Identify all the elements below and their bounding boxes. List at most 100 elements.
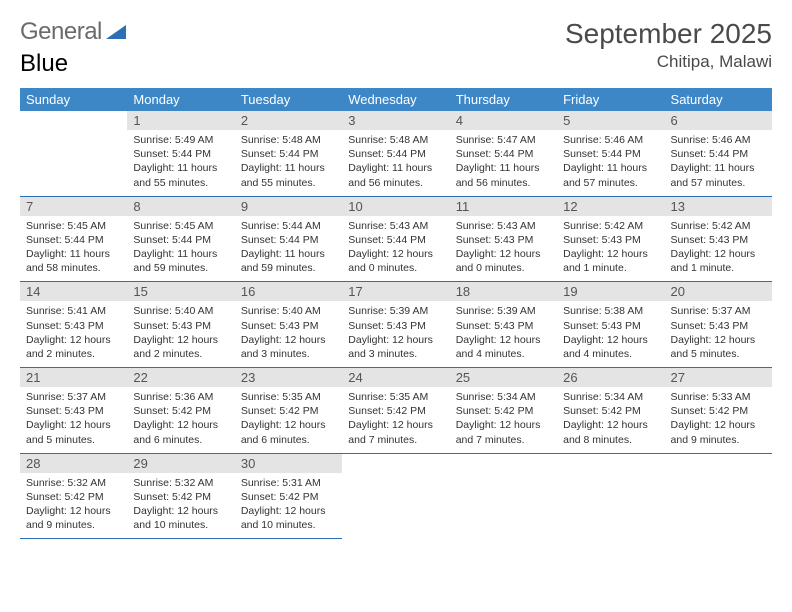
day-number: 22	[127, 368, 234, 387]
day-line: Sunrise: 5:31 AM	[241, 476, 336, 490]
day-line: Daylight: 12 hours	[26, 333, 121, 347]
day-line: and 55 minutes.	[241, 176, 336, 190]
day-line: Daylight: 12 hours	[456, 247, 551, 261]
day-line: Sunset: 5:42 PM	[133, 490, 228, 504]
day-cell	[20, 111, 127, 196]
day-line: Sunset: 5:42 PM	[348, 404, 443, 418]
day-line: Sunset: 5:43 PM	[563, 233, 658, 247]
day-line: Sunrise: 5:34 AM	[563, 390, 658, 404]
day-number-blank	[665, 454, 772, 473]
day-cell: 16Sunrise: 5:40 AMSunset: 5:43 PMDayligh…	[235, 282, 342, 368]
day-line: and 59 minutes.	[241, 261, 336, 275]
day-line: Daylight: 12 hours	[671, 333, 766, 347]
day-cell: 12Sunrise: 5:42 AMSunset: 5:43 PMDayligh…	[557, 196, 664, 282]
day-line: and 6 minutes.	[133, 433, 228, 447]
day-body-blank	[665, 473, 772, 533]
day-cell: 9Sunrise: 5:44 AMSunset: 5:44 PMDaylight…	[235, 196, 342, 282]
day-number: 28	[20, 454, 127, 473]
logo: General	[20, 18, 128, 46]
day-line: Daylight: 12 hours	[241, 504, 336, 518]
day-body: Sunrise: 5:41 AMSunset: 5:43 PMDaylight:…	[20, 301, 127, 367]
day-body: Sunrise: 5:46 AMSunset: 5:44 PMDaylight:…	[665, 130, 772, 196]
day-line: Sunrise: 5:49 AM	[133, 133, 228, 147]
day-number: 19	[557, 282, 664, 301]
day-body: Sunrise: 5:34 AMSunset: 5:42 PMDaylight:…	[450, 387, 557, 453]
day-line: Sunset: 5:44 PM	[348, 147, 443, 161]
logo-sub: Blue	[20, 50, 772, 78]
day-body: Sunrise: 5:47 AMSunset: 5:44 PMDaylight:…	[450, 130, 557, 196]
day-body: Sunrise: 5:40 AMSunset: 5:43 PMDaylight:…	[127, 301, 234, 367]
day-line: and 10 minutes.	[241, 518, 336, 532]
day-line: Sunset: 5:42 PM	[241, 490, 336, 504]
day-line: Daylight: 12 hours	[671, 247, 766, 261]
day-body: Sunrise: 5:37 AMSunset: 5:43 PMDaylight:…	[665, 301, 772, 367]
day-body: Sunrise: 5:45 AMSunset: 5:44 PMDaylight:…	[127, 216, 234, 282]
day-number: 30	[235, 454, 342, 473]
day-line: Sunset: 5:42 PM	[671, 404, 766, 418]
week-row: 1Sunrise: 5:49 AMSunset: 5:44 PMDaylight…	[20, 111, 772, 196]
day-cell: 15Sunrise: 5:40 AMSunset: 5:43 PMDayligh…	[127, 282, 234, 368]
day-body: Sunrise: 5:35 AMSunset: 5:42 PMDaylight:…	[235, 387, 342, 453]
col-thu: Thursday	[450, 88, 557, 111]
day-body: Sunrise: 5:35 AMSunset: 5:42 PMDaylight:…	[342, 387, 449, 453]
day-line: Sunset: 5:43 PM	[348, 319, 443, 333]
day-body: Sunrise: 5:43 AMSunset: 5:43 PMDaylight:…	[450, 216, 557, 282]
day-number: 18	[450, 282, 557, 301]
day-body-blank	[557, 473, 664, 533]
day-cell	[665, 453, 772, 539]
day-number: 13	[665, 197, 772, 216]
day-cell: 27Sunrise: 5:33 AMSunset: 5:42 PMDayligh…	[665, 368, 772, 454]
day-cell	[557, 453, 664, 539]
day-line: Sunset: 5:43 PM	[671, 233, 766, 247]
day-line: and 9 minutes.	[671, 433, 766, 447]
day-body: Sunrise: 5:32 AMSunset: 5:42 PMDaylight:…	[20, 473, 127, 539]
day-line: Sunrise: 5:35 AM	[241, 390, 336, 404]
day-body: Sunrise: 5:38 AMSunset: 5:43 PMDaylight:…	[557, 301, 664, 367]
day-line: Daylight: 12 hours	[133, 504, 228, 518]
day-body: Sunrise: 5:49 AMSunset: 5:44 PMDaylight:…	[127, 130, 234, 196]
day-number: 25	[450, 368, 557, 387]
day-line: Sunrise: 5:39 AM	[456, 304, 551, 318]
day-line: Daylight: 12 hours	[133, 333, 228, 347]
day-line: and 2 minutes.	[26, 347, 121, 361]
day-number: 1	[127, 111, 234, 130]
day-line: Daylight: 11 hours	[456, 161, 551, 175]
week-row: 28Sunrise: 5:32 AMSunset: 5:42 PMDayligh…	[20, 453, 772, 539]
day-number: 9	[235, 197, 342, 216]
day-number-blank	[557, 454, 664, 473]
day-line: Sunset: 5:44 PM	[671, 147, 766, 161]
day-cell: 19Sunrise: 5:38 AMSunset: 5:43 PMDayligh…	[557, 282, 664, 368]
month-title: September 2025	[565, 18, 772, 50]
day-line: and 3 minutes.	[241, 347, 336, 361]
day-line: Sunrise: 5:32 AM	[26, 476, 121, 490]
day-line: Sunset: 5:43 PM	[456, 233, 551, 247]
day-number-blank	[342, 454, 449, 473]
day-line: Sunrise: 5:39 AM	[348, 304, 443, 318]
col-sat: Saturday	[665, 88, 772, 111]
day-line: and 2 minutes.	[133, 347, 228, 361]
logo-text-1: General	[20, 18, 102, 46]
day-body: Sunrise: 5:31 AMSunset: 5:42 PMDaylight:…	[235, 473, 342, 539]
day-number: 7	[20, 197, 127, 216]
day-line: Sunset: 5:43 PM	[671, 319, 766, 333]
day-line: Daylight: 11 hours	[133, 161, 228, 175]
day-cell: 30Sunrise: 5:31 AMSunset: 5:42 PMDayligh…	[235, 453, 342, 539]
day-cell: 5Sunrise: 5:46 AMSunset: 5:44 PMDaylight…	[557, 111, 664, 196]
day-cell	[450, 453, 557, 539]
day-cell: 13Sunrise: 5:42 AMSunset: 5:43 PMDayligh…	[665, 196, 772, 282]
day-line: Sunset: 5:44 PM	[26, 233, 121, 247]
day-cell: 14Sunrise: 5:41 AMSunset: 5:43 PMDayligh…	[20, 282, 127, 368]
day-line: and 6 minutes.	[241, 433, 336, 447]
day-line: Daylight: 12 hours	[456, 333, 551, 347]
day-line: Sunset: 5:43 PM	[456, 319, 551, 333]
day-cell: 2Sunrise: 5:48 AMSunset: 5:44 PMDaylight…	[235, 111, 342, 196]
day-number: 14	[20, 282, 127, 301]
day-line: Sunset: 5:44 PM	[133, 233, 228, 247]
day-number: 11	[450, 197, 557, 216]
day-line: Sunrise: 5:43 AM	[456, 219, 551, 233]
calendar-table: Sunday Monday Tuesday Wednesday Thursday…	[20, 88, 772, 539]
logo-triangle-icon	[106, 18, 126, 46]
day-body: Sunrise: 5:42 AMSunset: 5:43 PMDaylight:…	[557, 216, 664, 282]
day-body: Sunrise: 5:48 AMSunset: 5:44 PMDaylight:…	[235, 130, 342, 196]
day-line: Sunrise: 5:34 AM	[456, 390, 551, 404]
